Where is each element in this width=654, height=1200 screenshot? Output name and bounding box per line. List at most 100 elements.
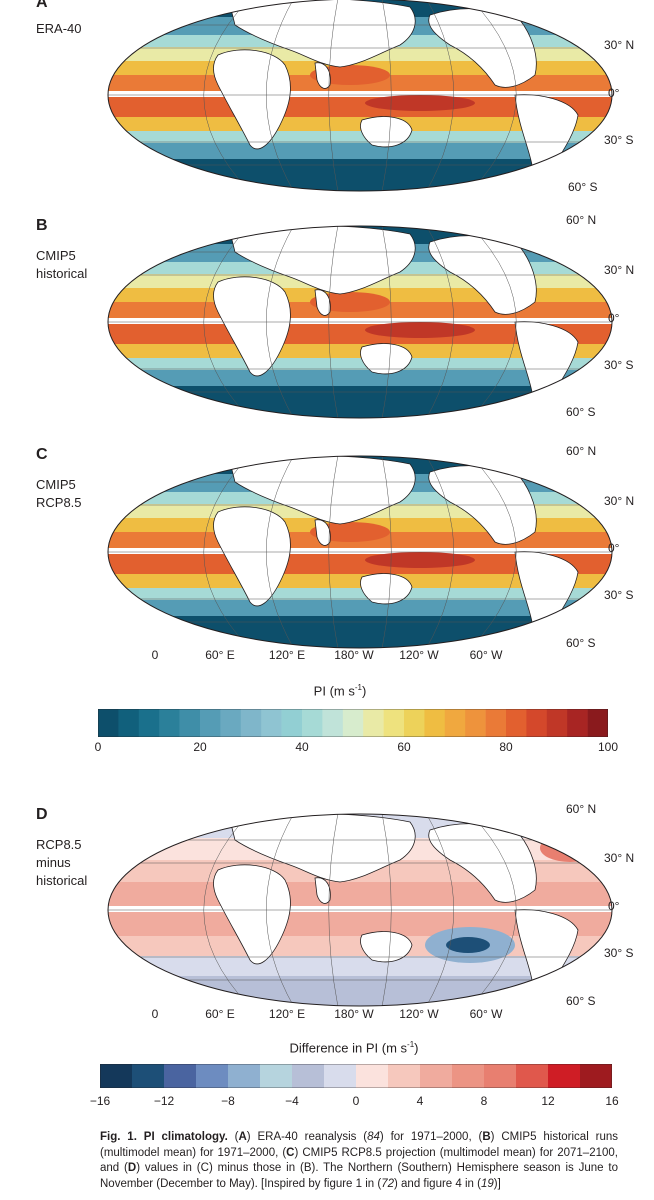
lat-label: 60° S: [566, 636, 596, 650]
colorbar-swatch: [356, 1064, 389, 1088]
colorbar-pi: [98, 709, 608, 737]
colorbar-swatch: [292, 1064, 325, 1088]
lon-label: 60° E: [205, 1007, 235, 1021]
colorbar-swatch: [484, 1064, 517, 1088]
caption-body: (A) ERA-40 reanalysis (84) for 1971–2000…: [100, 1131, 618, 1190]
colorbar-swatch: [240, 709, 262, 737]
lat-label: 0°: [608, 899, 620, 913]
colorbar-swatch: [342, 709, 364, 737]
colorbar-tick-label: 12: [541, 1094, 555, 1108]
colorbar-swatch: [220, 709, 242, 737]
colorbar-swatch: [587, 709, 608, 737]
caption-fragment: 72: [381, 1177, 395, 1190]
colorbar-swatch: [580, 1064, 612, 1088]
colorbar-pi-title: PI (m s-1): [313, 683, 367, 699]
colorbar-tick-label: 0: [352, 1094, 360, 1108]
panel-c-name: CMIP5 RCP8.5: [36, 476, 82, 512]
colorbar-swatch: [506, 709, 527, 737]
lat-label: 60° S: [568, 180, 598, 194]
colorbar-tick-label: −16: [89, 1094, 111, 1108]
colorbar-swatch: [424, 709, 446, 737]
colorbar-swatch: [363, 709, 384, 737]
lon-label: 120° W: [399, 1007, 439, 1021]
colorbar-tick-label: 20: [193, 740, 207, 754]
map-panel-b: [107, 225, 613, 419]
colorbar-swatch: [196, 1064, 229, 1088]
caption-fragment: B: [482, 1131, 491, 1143]
map-panel-a: [107, 0, 613, 192]
colorbar-swatch: [138, 709, 160, 737]
caption-fragment: ) for 1971–2000, (: [379, 1131, 483, 1143]
caption-fragment: ) values in (C) minus those in (B). The …: [100, 1162, 619, 1190]
map-panel-c: [107, 455, 613, 649]
colorbar-swatch: [98, 709, 119, 737]
panel-c-letter: C: [36, 446, 48, 463]
lat-label: 30° N: [604, 851, 635, 865]
colorbar-swatch: [516, 1064, 549, 1088]
lat-label: 60° S: [566, 994, 596, 1008]
colorbar-swatch: [281, 709, 303, 737]
panel-name-line: RCP8.5: [36, 495, 82, 510]
caption-fragment: )]: [493, 1177, 501, 1190]
lat-label: 0°: [608, 311, 620, 325]
lat-label: 60° N: [566, 213, 597, 227]
panel-name-line: CMIP5: [36, 248, 76, 263]
colorbar-swatch: [261, 709, 282, 737]
colorbar-pi-ticks: 0 20 40 60 80 100: [0, 740, 654, 756]
lat-label: 60° N: [566, 444, 597, 458]
lat-label: 60° N: [566, 802, 597, 816]
panel-name-line: CMIP5: [36, 477, 76, 492]
lon-label: 120° E: [268, 648, 306, 662]
colorbar-tick-label: 0: [94, 740, 102, 754]
figure-caption: Fig. 1. PI climatology. (A) ERA-40 reana…: [100, 1130, 618, 1192]
colorbar-swatch: [118, 709, 140, 737]
colorbar-swatch: [322, 709, 344, 737]
map-panel-d: [107, 813, 613, 1007]
colorbar-tick-label: 16: [605, 1094, 619, 1108]
lon-label: 120° W: [399, 648, 439, 662]
colorbar-swatch: [302, 709, 323, 737]
lat-label: 0°: [608, 86, 620, 100]
colorbar-swatch: [567, 709, 588, 737]
colorbar-tick-label: 100: [597, 740, 619, 754]
colorbar-swatch: [485, 709, 507, 737]
lat-label: 30° S: [604, 358, 634, 372]
caption-fragment: 84: [367, 1131, 380, 1143]
colorbar-swatch: [200, 709, 221, 737]
lat-label: 30° N: [604, 38, 635, 52]
colorbar-swatch: [548, 1064, 581, 1088]
colorbar-swatch: [465, 709, 486, 737]
colorbar-swatch: [388, 1064, 421, 1088]
colorbar-tick-label: 4: [416, 1094, 424, 1108]
colorbar-swatch: [324, 1064, 357, 1088]
caption-fragment: ) and figure 4 in (: [394, 1177, 481, 1190]
colorbar-diff: [100, 1064, 612, 1088]
panel-d-name: RCP8.5 minus historical: [36, 836, 87, 890]
colorbar-tick-label: 40: [295, 740, 309, 754]
lon-label: 60° W: [469, 1007, 503, 1021]
colorbar-swatch: [404, 709, 425, 737]
caption-fragment: D: [127, 1162, 137, 1174]
lat-label: 30° N: [604, 494, 635, 508]
panel-name-line: historical: [36, 873, 88, 888]
panel-b-name: CMIP5 historical: [36, 247, 87, 283]
colorbar-tick-label: 80: [499, 740, 513, 754]
lon-label: 180° W: [334, 648, 374, 662]
caption-fragment: (: [227, 1131, 239, 1143]
colorbar-swatch: [383, 709, 405, 737]
colorbar-swatch: [179, 709, 201, 737]
lat-label: 60° S: [566, 405, 596, 419]
colorbar-tick-label: −8: [221, 1094, 235, 1108]
colorbar-swatch: [132, 1064, 165, 1088]
colorbar-swatch: [452, 1064, 485, 1088]
colorbar-tick-label: −4: [285, 1094, 299, 1108]
caption-fig-title: PI climatology.: [143, 1131, 228, 1143]
caption-fragment: A: [238, 1131, 247, 1143]
panel-name-line: RCP8.5: [36, 837, 82, 852]
lat-label: 30° S: [604, 946, 634, 960]
lon-label: 60° W: [469, 648, 503, 662]
lon-label: 0: [151, 648, 159, 662]
lon-label: 0: [151, 1007, 159, 1021]
panel-d-letter: D: [36, 806, 48, 823]
lat-label: 30° S: [604, 588, 634, 602]
